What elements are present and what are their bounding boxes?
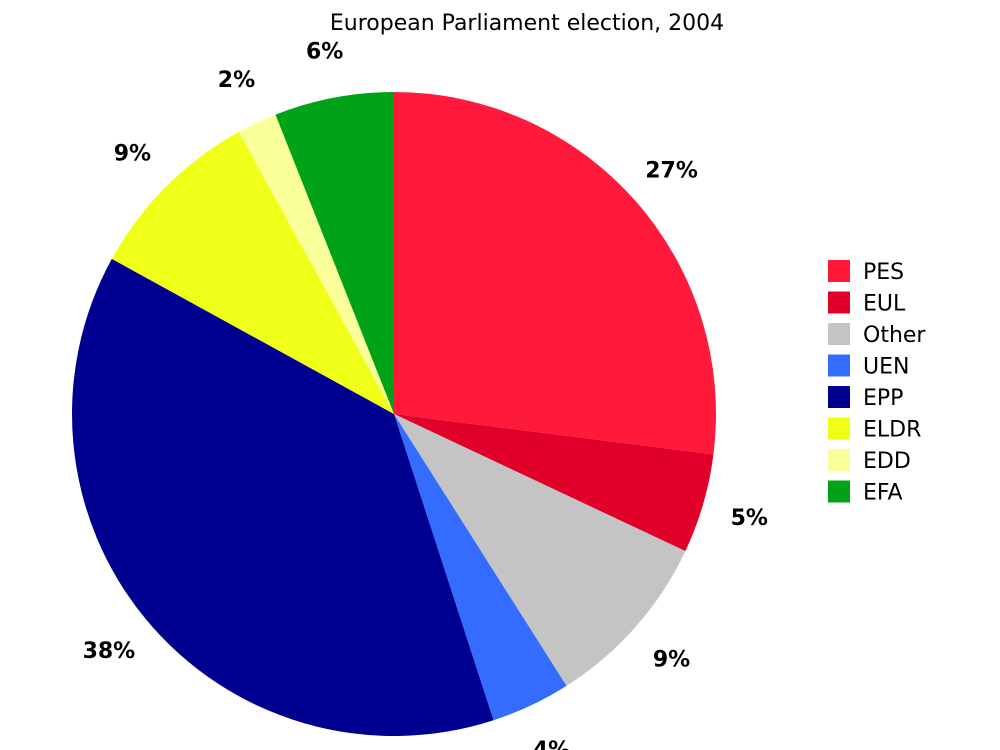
pie-slice-eul (394, 414, 714, 552)
legend-swatch-pes (828, 260, 850, 282)
slice-label-uen: 4% (533, 738, 570, 750)
legend-swatch-eldr (828, 417, 850, 440)
pie-slice-epp (71, 258, 494, 736)
legend-label-uen: UEN (863, 355, 909, 380)
legend-swatch-epp (828, 386, 850, 408)
legend-swatch-edd (828, 449, 850, 471)
chart-title: European Parliament election, 2004 (330, 11, 724, 36)
pie-slice-edd (238, 114, 394, 414)
slice-label-eldr: 9% (114, 141, 151, 166)
legend-label-eul: EUL (863, 292, 906, 317)
legend-label-eldr: ELDR (863, 418, 921, 443)
pie-slice-uen (394, 414, 567, 721)
slice-label-eul: 5% (731, 506, 768, 531)
pie-slice-eldr (111, 131, 394, 414)
legend-swatch-efa (828, 480, 850, 503)
legend-label-epp: EPP (863, 386, 903, 411)
legend-label-efa: EFA (863, 481, 903, 506)
pie-slice-pes (394, 92, 716, 455)
slice-labels: 27% 5% 9% 4% 38% 9% 2% 6% (83, 40, 768, 750)
legend-label-other: Other (863, 323, 926, 348)
pie-slice-other (394, 414, 686, 686)
legend: PES EUL Other UEN EPP ELDR EDD EFA (828, 260, 926, 506)
pie-slices (71, 92, 716, 736)
legend-swatch-uen (828, 354, 850, 377)
slice-label-edd: 2% (218, 68, 255, 93)
slice-label-epp: 38% (83, 639, 136, 664)
legend-label-edd: EDD (863, 449, 911, 474)
legend-swatch-eul (828, 291, 850, 314)
legend-label-pes: PES (863, 260, 904, 285)
slice-label-other: 9% (653, 648, 690, 673)
pie-slice-efa (275, 92, 394, 414)
slice-label-efa: 6% (306, 40, 343, 65)
legend-swatch-other (828, 323, 850, 345)
slice-label-pes: 27% (645, 158, 698, 183)
